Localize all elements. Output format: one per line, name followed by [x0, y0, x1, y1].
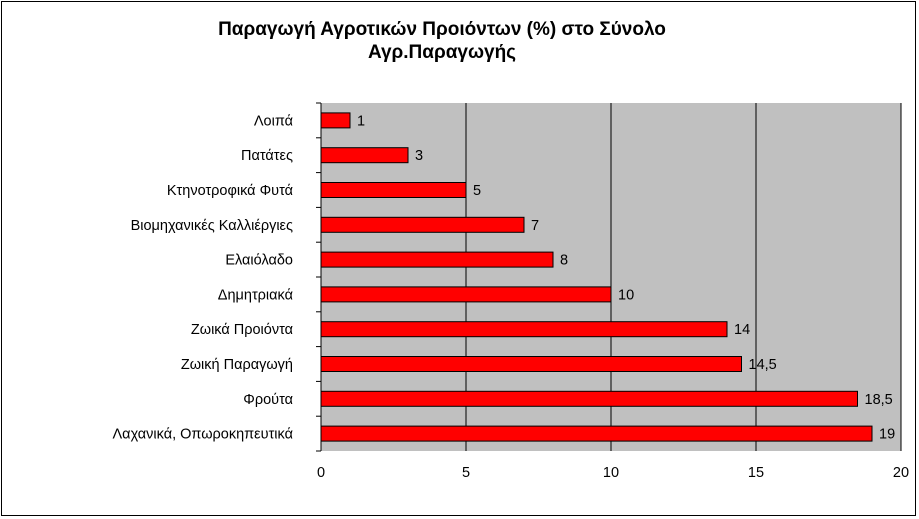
chart-title-line-2: Αγρ.Παραγωγής — [367, 42, 517, 63]
value-label-5: 10 — [618, 287, 634, 303]
category-label-7: Ζωική Παραγωγή — [181, 357, 293, 373]
bar-7 — [320, 356, 742, 372]
bar-8 — [320, 390, 858, 407]
category-label-9: Λαχανικά, Οπωροκηπευτικά — [113, 427, 294, 443]
bar-5 — [320, 286, 612, 303]
x-tick-label-2: 10 — [603, 465, 619, 481]
category-label-4: Ελαιόλαδο — [225, 253, 293, 269]
bar-4 — [320, 251, 554, 268]
value-label-8: 18,5 — [865, 392, 893, 408]
x-tick-label-0: 0 — [317, 465, 325, 481]
bar-0 — [320, 112, 351, 129]
bar-6 — [320, 321, 728, 338]
value-label-1: 3 — [415, 148, 423, 164]
chart-title-line-1: Παραγωγή Αγροτικών Προιόντων (%) στο Σύν… — [218, 19, 666, 40]
value-label-7: 14,5 — [749, 357, 777, 373]
x-tick-label-4: 20 — [893, 465, 909, 481]
category-label-0: Λοιπά — [254, 113, 293, 129]
chart-title: Παραγωγή Αγροτικών Προιόντων (%) στο Σύν… — [142, 18, 742, 64]
category-label-8: Φρούτα — [243, 392, 293, 408]
bar-9 — [320, 425, 873, 442]
category-label-3: Βιομηχανικές Καλλιέργιες — [131, 218, 293, 234]
category-label-6: Ζωικά Προιόντα — [191, 322, 293, 338]
bar-1 — [320, 147, 409, 164]
category-label-5: Δημητριακά — [218, 287, 293, 303]
category-label-2: Κτηνοτροφικά Φυτά — [167, 183, 293, 199]
value-label-3: 7 — [531, 218, 539, 234]
x-tick-label-1: 5 — [462, 465, 470, 481]
bar-2 — [320, 182, 467, 198]
value-label-2: 5 — [473, 183, 481, 199]
value-label-0: 1 — [357, 113, 365, 129]
category-label-1: Πατάτες — [241, 148, 293, 164]
bar-3 — [320, 216, 525, 233]
value-label-9: 19 — [879, 427, 895, 443]
x-tick-label-3: 15 — [748, 465, 764, 481]
value-label-4: 8 — [560, 253, 568, 269]
value-label-6: 14 — [734, 322, 750, 338]
